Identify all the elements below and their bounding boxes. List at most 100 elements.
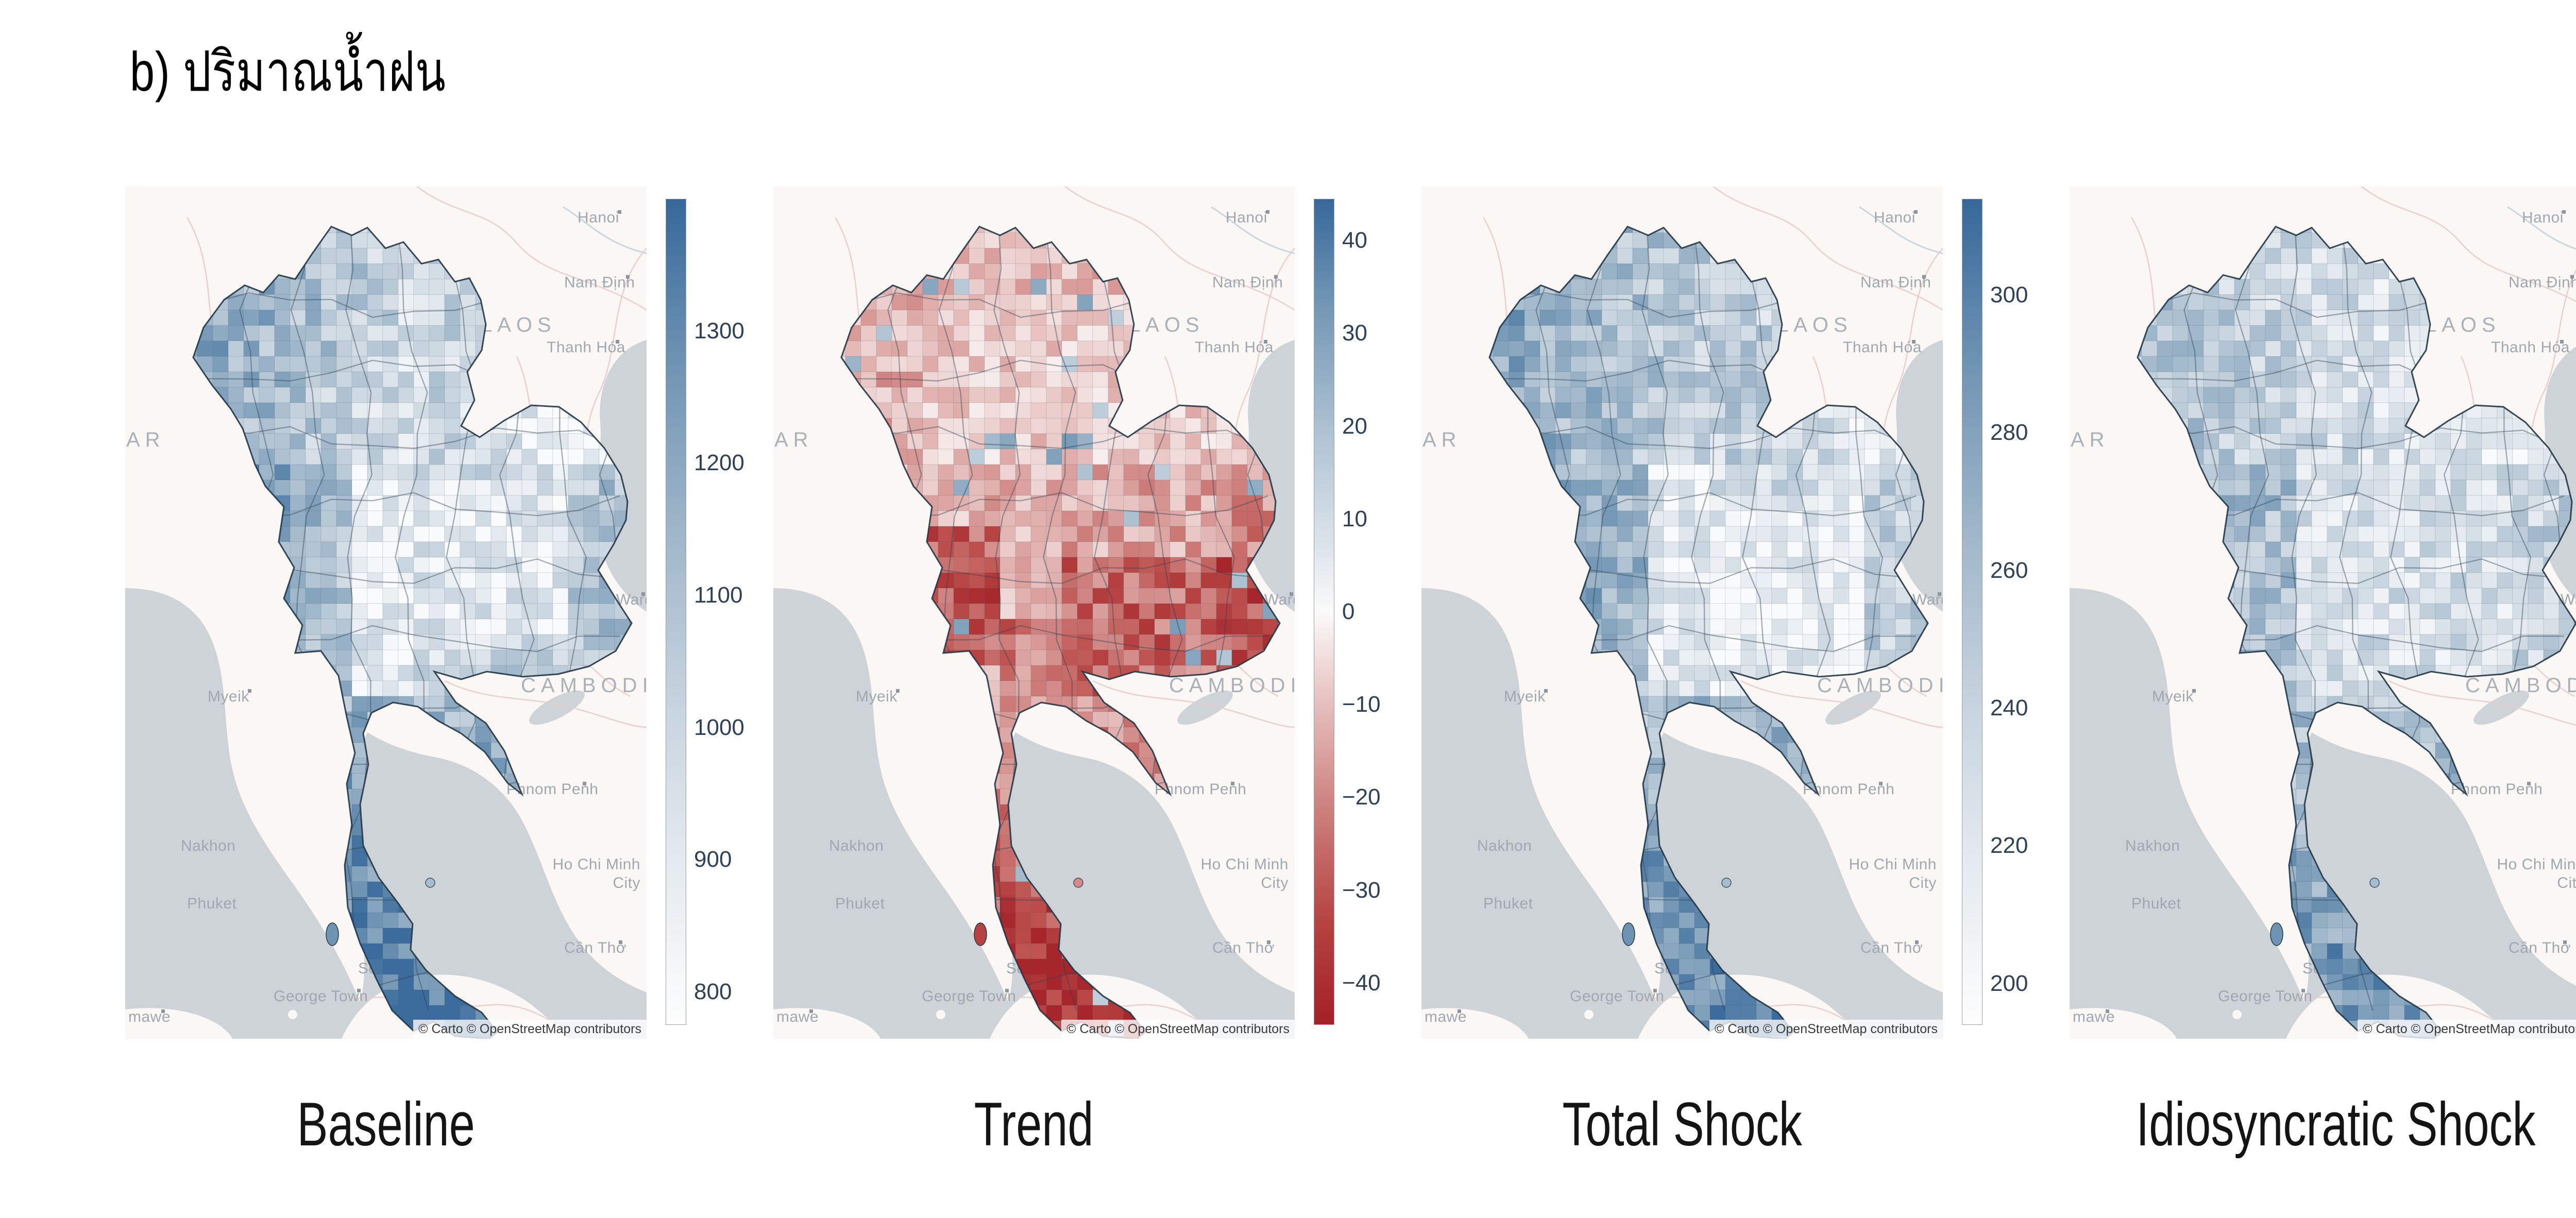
- map-place-dot: [616, 340, 619, 344]
- map-place-dot: [1290, 592, 1293, 596]
- colorbar-tick-label: 40: [1342, 228, 1367, 253]
- map-place-dot: [1231, 782, 1234, 785]
- map-place-label: Nakhon: [1477, 837, 1532, 854]
- basemap-river: [2507, 206, 2576, 250]
- colorbar-tick-label: 800: [694, 979, 732, 1004]
- colorbar-tick-label: 900: [694, 847, 732, 872]
- map-place-label: Thanh Hóa: [547, 339, 625, 356]
- map-place-label: Nakhon: [829, 837, 884, 854]
- map-place-label: City: [1909, 874, 1937, 891]
- map-place-label: Nakhon: [181, 837, 235, 854]
- map-attribution[interactable]: © Carto © OpenStreetMap contributors: [413, 1020, 647, 1039]
- map-place-label: AR: [126, 428, 165, 451]
- map-attribution[interactable]: © Carto © OpenStreetMap contributors: [1709, 1020, 1943, 1039]
- map-place-dot: [1653, 989, 1657, 992]
- panel-caption-baseline: Baseline: [125, 1089, 647, 1160]
- thailand-outline: [2137, 226, 2576, 1039]
- map-attribution[interactable]: © Carto © OpenStreetMap contributors: [1061, 1020, 1295, 1039]
- colorbar-tick-label: 240: [1990, 695, 2028, 720]
- colorbar-tick-label: 220: [1990, 833, 2028, 858]
- choropleth-cells[interactable]: [1421, 186, 1929, 1039]
- map-place-dot: [2192, 689, 2196, 693]
- map-place-label: LAOS: [1129, 314, 1205, 336]
- samui-island: [1721, 878, 1732, 888]
- colorbar-tick-label: −40: [1342, 970, 1381, 996]
- map-place-dot: [896, 689, 900, 693]
- colorbar-tick-label: 300: [1990, 282, 2028, 307]
- basemap-river: [1859, 206, 1943, 254]
- thailand-outline: [192, 226, 633, 1039]
- thailand-outline: [1488, 226, 1929, 1039]
- colorbar-tick-label: 280: [1990, 420, 2028, 445]
- map-place-label: Cần Thơ: [2509, 939, 2571, 956]
- offshore-islands[interactable]: [326, 878, 435, 946]
- map-place-dot: [1912, 340, 1916, 344]
- phuket-island: [974, 922, 987, 946]
- map-place-label: George Town: [2218, 988, 2312, 1005]
- offshore-islands[interactable]: [974, 878, 1083, 946]
- map-place-dot: [161, 1009, 165, 1013]
- map-place-label: LAOS: [481, 314, 556, 336]
- map-place-dot: [2527, 782, 2531, 785]
- map-place-label: Myeik: [2152, 688, 2194, 705]
- offshore-islands[interactable]: [2270, 878, 2380, 946]
- panel-caption-trend: Trend: [773, 1089, 1295, 1160]
- map-place-dot: [1879, 782, 1883, 785]
- map-place-label: Myeik: [208, 688, 249, 705]
- phuket-island: [2270, 922, 2283, 946]
- map-place-label: Ho Chi Minh: [2497, 856, 2576, 873]
- map-place-label: Thanh Hóa: [2491, 339, 2570, 356]
- colorbar-tick-label: 1000: [694, 715, 744, 740]
- colorbar-baseline: [666, 199, 686, 1025]
- colorbar-tick-label: 200: [1990, 971, 2028, 996]
- panel-caption-idiosyncratic_shock: Idiosyncratic Shock: [2070, 1089, 2576, 1160]
- map-place-label: LAOS: [1777, 314, 1853, 336]
- map-place-dot: [626, 275, 630, 279]
- map-place-label: Nakhon: [2125, 837, 2180, 854]
- colorbar-total_shock: [1962, 199, 1982, 1025]
- samui-island: [425, 878, 435, 888]
- map-place-dot: [1922, 275, 1926, 279]
- map-place-label: Phuket: [835, 895, 885, 912]
- map-place-label: CAMBODIA: [1169, 674, 1295, 697]
- map-place-label: George Town: [274, 988, 368, 1005]
- map-place-dot: [2570, 275, 2574, 279]
- offshore-islands[interactable]: [1622, 878, 1732, 946]
- map-place-dot: [2563, 940, 2567, 944]
- panel-caption-text: Baseline: [297, 1090, 475, 1159]
- map-place-label: Ho Chi Minh: [1849, 856, 1937, 873]
- map-attribution[interactable]: © Carto © OpenStreetMap contributors: [2358, 1020, 2576, 1039]
- colorbar-tick-label: 260: [1990, 558, 2028, 583]
- panel-caption-text: Total Shock: [1562, 1090, 1802, 1159]
- basemap-river: [1211, 206, 1295, 254]
- figure-title: b) ปริมาณน้ำฝน: [130, 40, 446, 102]
- map-place-label: Ho Chi Minh: [552, 856, 640, 873]
- map-place-label: Cần Thơ: [1212, 939, 1275, 956]
- map-place-dot: [2301, 989, 2305, 992]
- map-place-label: Thanh Hóa: [1195, 339, 1274, 356]
- map-place-label: Phuket: [1483, 895, 1533, 912]
- map-place-dot: [2562, 210, 2566, 214]
- map-place-dot: [1915, 940, 1919, 944]
- panel-caption-text: Idiosyncratic Shock: [2136, 1090, 2536, 1159]
- map-place-label: City: [2557, 874, 2576, 891]
- samui-island: [1073, 878, 1083, 888]
- map-place-label: Cần Thơ: [564, 939, 626, 956]
- map-place-label: Hanoi: [1226, 209, 1267, 226]
- panel-caption-total_shock: Total Shock: [1421, 1089, 1943, 1160]
- map-place-label: Myeik: [1504, 688, 1546, 705]
- colorbar-tick-label: 10: [1342, 506, 1367, 531]
- map-place-label: Myeik: [856, 688, 897, 705]
- map-place-dot: [2106, 1009, 2109, 1013]
- map-place-dot: [357, 989, 361, 992]
